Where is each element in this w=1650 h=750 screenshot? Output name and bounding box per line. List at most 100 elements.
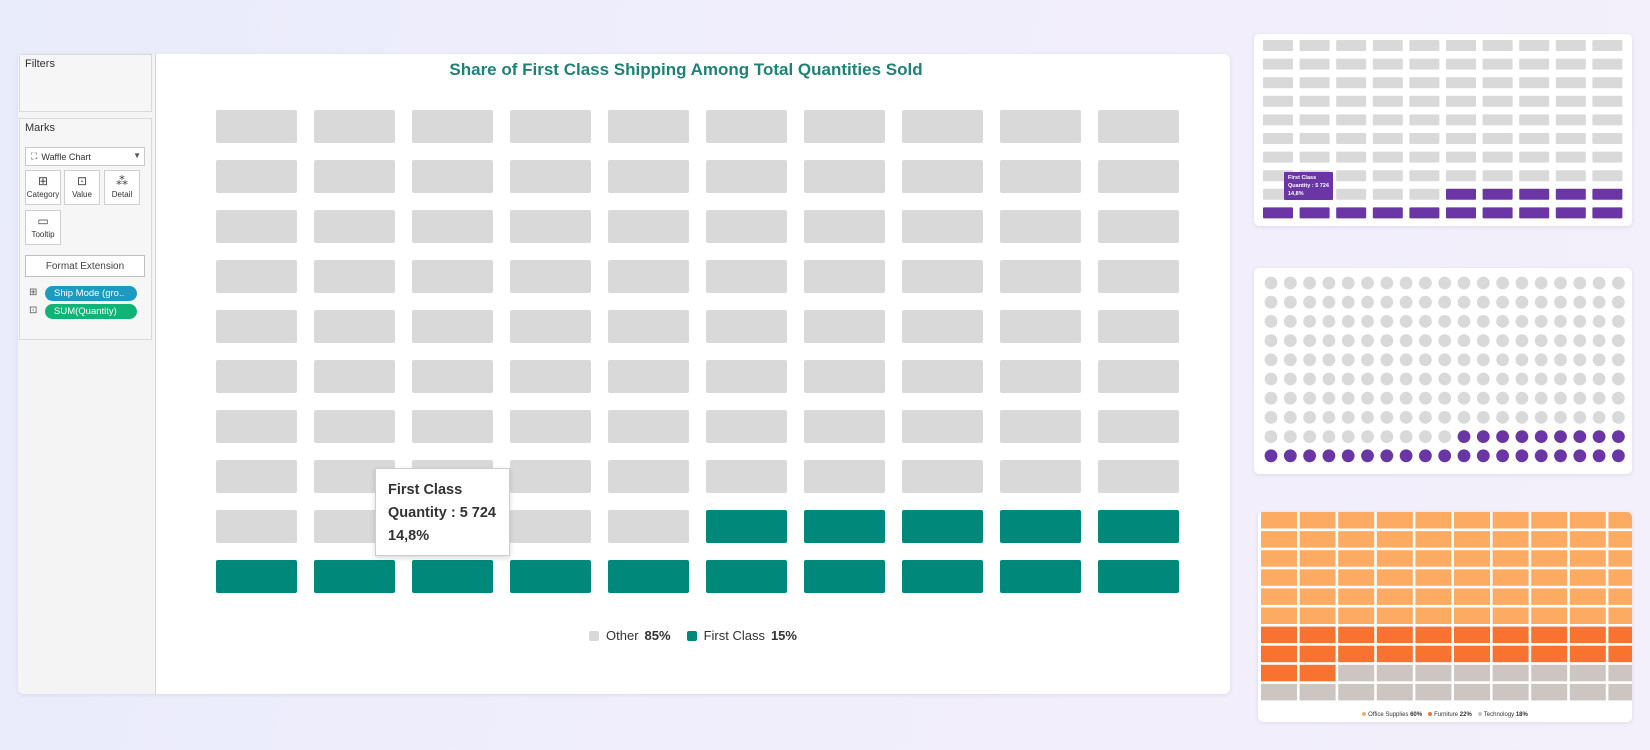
waffle-cell-other[interactable] <box>804 210 885 243</box>
tooltip-button[interactable]: ▭ Tooltip <box>25 210 61 245</box>
waffle-cell-other[interactable] <box>608 410 689 443</box>
waffle-cell-other[interactable] <box>216 460 297 493</box>
waffle-cell-other[interactable] <box>608 260 689 293</box>
waffle-cell-other[interactable] <box>216 110 297 143</box>
waffle-cell-other[interactable] <box>902 260 983 293</box>
thumbnail-purple-rect-waffle[interactable]: First Class Quantity : 5 724 14,8% <box>1254 34 1632 226</box>
waffle-cell-other[interactable] <box>314 260 395 293</box>
waffle-cell-other[interactable] <box>314 310 395 343</box>
waffle-cell-other[interactable] <box>608 360 689 393</box>
waffle-cell-other[interactable] <box>902 160 983 193</box>
waffle-cell-other[interactable] <box>1000 110 1081 143</box>
waffle-cell-other[interactable] <box>510 460 591 493</box>
waffle-cell-other[interactable] <box>412 110 493 143</box>
waffle-cell-other[interactable] <box>706 360 787 393</box>
waffle-cell-other[interactable] <box>216 410 297 443</box>
waffle-cell-other[interactable] <box>1098 260 1179 293</box>
waffle-cell-other[interactable] <box>1000 310 1081 343</box>
waffle-cell-other[interactable] <box>1098 110 1179 143</box>
quantity-pill[interactable]: SUM(Quantity) <box>45 303 137 319</box>
waffle-cell-other[interactable] <box>1098 360 1179 393</box>
waffle-cell-other[interactable] <box>216 160 297 193</box>
waffle-cell-first-class[interactable] <box>706 560 787 593</box>
waffle-cell-other[interactable] <box>706 410 787 443</box>
waffle-cell-other[interactable] <box>804 410 885 443</box>
waffle-cell-first-class[interactable] <box>510 560 591 593</box>
waffle-cell-other[interactable] <box>1098 310 1179 343</box>
waffle-cell-other[interactable] <box>608 210 689 243</box>
waffle-cell-other[interactable] <box>1000 210 1081 243</box>
waffle-cell-first-class[interactable] <box>902 510 983 543</box>
waffle-cell-other[interactable] <box>706 460 787 493</box>
waffle-cell-other[interactable] <box>608 460 689 493</box>
waffle-cell-other[interactable] <box>216 310 297 343</box>
legend-item-other[interactable]: Other 85% <box>589 628 671 643</box>
waffle-cell-other[interactable] <box>706 310 787 343</box>
waffle-cell-other[interactable] <box>706 110 787 143</box>
waffle-cell-other[interactable] <box>314 510 395 543</box>
waffle-cell-other[interactable] <box>902 410 983 443</box>
waffle-cell-other[interactable] <box>412 360 493 393</box>
waffle-cell-other[interactable] <box>1000 260 1081 293</box>
waffle-cell-other[interactable] <box>804 110 885 143</box>
waffle-cell-first-class[interactable] <box>902 560 983 593</box>
waffle-cell-other[interactable] <box>510 210 591 243</box>
legend-item-first-class[interactable]: First Class 15% <box>686 628 797 643</box>
waffle-cell-other[interactable] <box>1098 460 1179 493</box>
waffle-cell-other[interactable] <box>902 310 983 343</box>
format-extension-button[interactable]: Format Extension <box>25 255 145 277</box>
waffle-cell-other[interactable] <box>1098 210 1179 243</box>
waffle-cell-other[interactable] <box>804 460 885 493</box>
waffle-cell-other[interactable] <box>412 160 493 193</box>
waffle-cell-other[interactable] <box>314 460 395 493</box>
waffle-cell-other[interactable] <box>706 160 787 193</box>
waffle-cell-other[interactable] <box>804 310 885 343</box>
detail-button[interactable]: ⁂ Detail <box>104 170 140 205</box>
waffle-cell-other[interactable] <box>412 410 493 443</box>
waffle-cell-first-class[interactable] <box>706 510 787 543</box>
waffle-cell-other[interactable] <box>510 110 591 143</box>
thumbnail-orange-waffle[interactable]: Office Supplies 60% Furniture 22% Techno… <box>1258 512 1632 722</box>
thumbnail-purple-dots-waffle[interactable] <box>1254 268 1632 474</box>
waffle-cell-first-class[interactable] <box>1000 560 1081 593</box>
waffle-cell-first-class[interactable] <box>1098 560 1179 593</box>
waffle-cell-other[interactable] <box>216 210 297 243</box>
waffle-cell-other[interactable] <box>608 160 689 193</box>
waffle-cell-other[interactable] <box>1000 410 1081 443</box>
waffle-cell-first-class[interactable] <box>608 560 689 593</box>
waffle-cell-other[interactable] <box>314 410 395 443</box>
waffle-cell-other[interactable] <box>412 310 493 343</box>
waffle-cell-other[interactable] <box>314 360 395 393</box>
waffle-cell-first-class[interactable] <box>1098 510 1179 543</box>
waffle-cell-other[interactable] <box>216 360 297 393</box>
waffle-cell-other[interactable] <box>510 260 591 293</box>
waffle-cell-first-class[interactable] <box>804 560 885 593</box>
waffle-cell-other[interactable] <box>608 310 689 343</box>
waffle-cell-other[interactable] <box>902 360 983 393</box>
waffle-cell-other[interactable] <box>1000 460 1081 493</box>
waffle-cell-other[interactable] <box>510 360 591 393</box>
waffle-cell-first-class[interactable] <box>412 560 493 593</box>
waffle-cell-other[interactable] <box>902 110 983 143</box>
waffle-cell-other[interactable] <box>902 460 983 493</box>
waffle-cell-other[interactable] <box>804 360 885 393</box>
waffle-cell-other[interactable] <box>706 260 787 293</box>
ship-mode-pill[interactable]: Ship Mode (gro.. <box>45 285 137 301</box>
waffle-cell-other[interactable] <box>1098 160 1179 193</box>
category-button[interactable]: ⊞ Category <box>25 170 61 205</box>
waffle-cell-first-class[interactable] <box>804 510 885 543</box>
waffle-cell-first-class[interactable] <box>314 560 395 593</box>
waffle-cell-other[interactable] <box>706 210 787 243</box>
waffle-cell-other[interactable] <box>510 410 591 443</box>
waffle-cell-other[interactable] <box>804 160 885 193</box>
waffle-cell-other[interactable] <box>1000 160 1081 193</box>
waffle-cell-other[interactable] <box>412 260 493 293</box>
waffle-cell-other[interactable] <box>314 160 395 193</box>
filters-panel[interactable]: Filters <box>19 54 152 112</box>
waffle-cell-other[interactable] <box>1098 410 1179 443</box>
waffle-cell-other[interactable] <box>314 210 395 243</box>
value-button[interactable]: ⊡ Value <box>64 170 100 205</box>
waffle-cell-other[interactable] <box>804 260 885 293</box>
waffle-cell-first-class[interactable] <box>1000 510 1081 543</box>
mark-type-dropdown[interactable]: ⛶ Waffle Chart ▼ <box>25 147 145 166</box>
